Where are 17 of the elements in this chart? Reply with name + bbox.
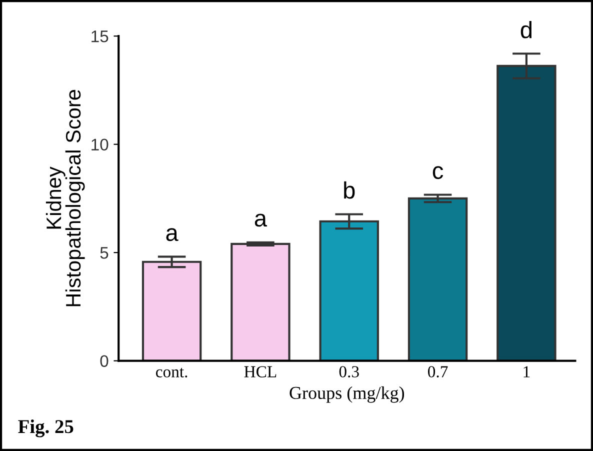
annotation: b xyxy=(344,181,355,199)
x-tick-label: 0.7 xyxy=(428,366,448,378)
x-axis-title: Groups (mg/kg) xyxy=(290,386,404,403)
y-tick-label: 15 xyxy=(92,30,108,42)
x-tick-label: cont. xyxy=(156,368,188,378)
annotation: a xyxy=(166,228,178,242)
x-tick-label: 0.3 xyxy=(339,366,359,378)
annotation: c xyxy=(432,166,444,180)
annotation: d xyxy=(520,20,532,38)
y-axis-title: Kidney Histopathological Score xyxy=(46,90,85,306)
y-tick-label: 10 xyxy=(92,138,108,151)
caption: Fig. 25 xyxy=(18,419,74,438)
annotation: a xyxy=(254,214,268,227)
y-tick-label: 5 xyxy=(100,247,108,259)
y-tick-label: 0 xyxy=(100,355,108,368)
x-tick-label: 1 xyxy=(524,366,530,378)
x-tick-label: HCL xyxy=(244,366,276,378)
